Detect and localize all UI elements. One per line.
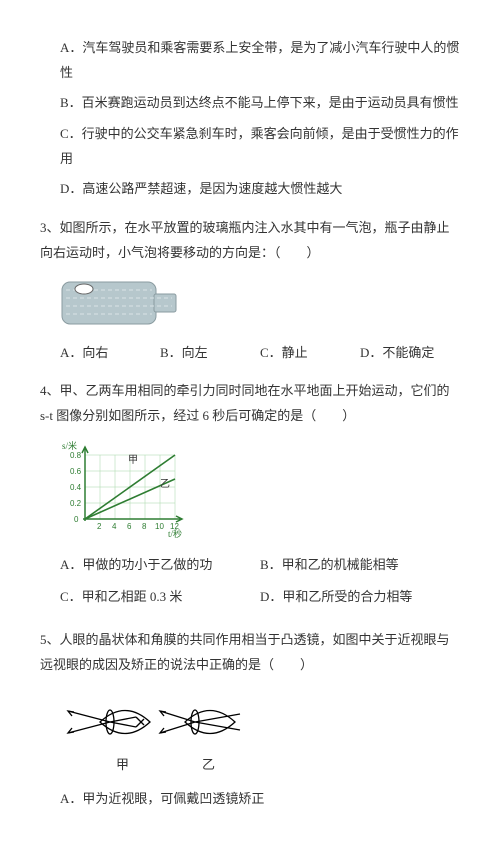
- q5-figure: 甲 乙: [60, 687, 460, 777]
- q3-option-b: B．向左: [160, 341, 260, 366]
- q4-option-d: D．甲和乙所受的合力相等: [260, 585, 460, 610]
- q3-option-d: D．不能确定: [360, 341, 460, 366]
- q2-option-c: C．行驶中的公交车紧急刹车时，乘客会向前倾，是由于受惯性力的作用: [60, 122, 460, 171]
- svg-text:8: 8: [142, 522, 147, 531]
- q2-option-a: A．汽车驾驶员和乘客需要系上安全带，是为了减小汽车行驶中人的惯性: [60, 36, 460, 85]
- q4-option-a: A．甲做的功小于乙做的功: [60, 553, 260, 578]
- svg-text:6: 6: [127, 522, 132, 531]
- q4-option-b: B．甲和乙的机械能相等: [260, 553, 460, 578]
- q2-option-b: B．百米赛跑运动员到达终点不能马上停下来，是由于运动员具有惯性: [60, 91, 460, 116]
- svg-text:乙: 乙: [160, 478, 170, 490]
- q4-options: A．甲做的功小于乙做的功 B．甲和乙的机械能相等 C．甲和乙相距 0.3 米 D…: [60, 549, 460, 614]
- q3-option-c: C．静止: [260, 341, 360, 366]
- q5-stem: 5、人眼的晶状体和角膜的共同作用相当于凸透镜，如图中关于近视眼与远视眼的成因及矫…: [40, 628, 460, 677]
- q4-option-c: C．甲和乙相距 0.3 米: [60, 585, 260, 610]
- q3-option-a: A．向右: [60, 341, 160, 366]
- svg-text:10: 10: [155, 522, 164, 531]
- q3-figure: [60, 276, 460, 331]
- svg-text:0: 0: [74, 515, 79, 524]
- svg-text:0.2: 0.2: [70, 499, 82, 508]
- svg-text:甲: 甲: [128, 455, 138, 466]
- q2-option-d: D．高速公路严禁超速，是因为速度越大惯性越大: [60, 177, 460, 202]
- q4-figure: 0 0.2 0.4 0.6 0.8 2 4 6 8 10 12 s/米 t/秒 …: [60, 439, 460, 539]
- q4-stem: 4、甲、乙两车用相同的牵引力同时同地在水平地面上开始运动，它们的 s-t 图像分…: [40, 379, 460, 428]
- svg-text:0.6: 0.6: [70, 467, 82, 476]
- svg-text:4: 4: [112, 522, 117, 531]
- svg-text:2: 2: [97, 522, 102, 531]
- svg-text:甲: 甲: [116, 757, 129, 772]
- svg-text:t/秒: t/秒: [168, 528, 182, 539]
- q5-option-a: A．甲为近视眼，可佩戴凹透镜矫正: [60, 787, 460, 812]
- svg-text:0.4: 0.4: [70, 483, 82, 492]
- q3-options: A．向右 B．向左 C．静止 D．不能确定: [60, 341, 460, 366]
- svg-text:s/米: s/米: [62, 440, 77, 451]
- svg-text:乙: 乙: [202, 757, 215, 772]
- q3-stem: 3、如图所示，在水平放置的玻璃瓶内注入水其中有一气泡，瓶子由静止向右运动时，小气…: [40, 216, 460, 265]
- svg-text:0.8: 0.8: [70, 451, 82, 460]
